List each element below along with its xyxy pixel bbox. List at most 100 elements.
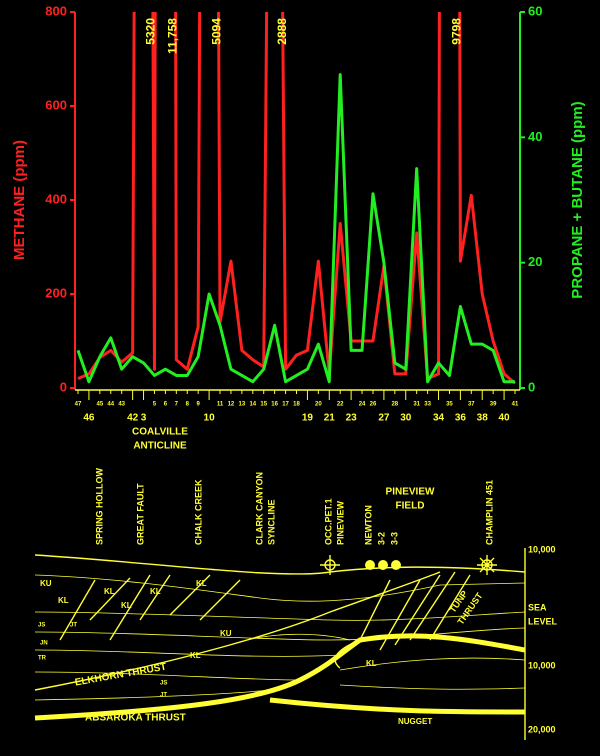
stratum (339, 657, 526, 671)
stratum (34, 671, 301, 681)
well-label: CHALK CREEK (193, 479, 203, 545)
depth-label: 10,000 (528, 544, 556, 554)
x-tick-label: 6 (164, 402, 168, 408)
series-line (76, 73, 515, 384)
stratum (34, 649, 341, 657)
well-label: PINEVIEW (335, 500, 345, 545)
y-tick-label: 400 (45, 191, 67, 206)
x-tick-label: 15 (260, 402, 267, 408)
value-label: 9798 (450, 18, 464, 45)
formation-label: KL (196, 579, 207, 588)
x-tick-label: 18 (293, 402, 300, 408)
y2-tick-label: 40 (528, 129, 542, 144)
stratum (34, 574, 526, 602)
x-tick-label: 37 (468, 402, 475, 408)
annotation: ANTICLINE (133, 441, 187, 452)
plot-area (76, 12, 516, 385)
x-tick-label: 9 (197, 402, 201, 408)
formation-label: KL (150, 587, 161, 596)
thrust (334, 639, 361, 669)
x-tick-label: 19 (302, 413, 314, 424)
well-label: SPRING HOLLOW (94, 467, 104, 545)
y-tick-label: 600 (45, 97, 67, 112)
depth-label: SEA (528, 602, 547, 612)
x-tick-label: 30 (400, 413, 412, 424)
x-tick-label: 10 (204, 413, 216, 424)
y-tick-label: 200 (45, 285, 67, 300)
thrust (269, 697, 526, 715)
field-label: PINEVIEW (386, 487, 435, 498)
value-label: 5094 (209, 18, 223, 45)
field-label: FIELD (396, 501, 425, 512)
formation-label: KL (121, 601, 132, 610)
fault (59, 574, 241, 641)
x-tick-label: 5 (153, 402, 157, 408)
x-tick-label: 16 (271, 402, 278, 408)
x-tick-label: 38 (477, 413, 489, 424)
formation-label: KL (190, 651, 201, 660)
formation-label: TR (38, 656, 47, 662)
x-tick-label: 26 (370, 402, 377, 408)
x-tick-label: 14 (249, 402, 256, 408)
annotation: COALVILLE (132, 427, 188, 438)
formation-label: JS (160, 681, 167, 687)
x-tick-label: 12 (228, 402, 235, 408)
structure-label: ABSAROKA THRUST (85, 713, 186, 724)
x-tick-label: 7 (175, 402, 179, 408)
x-tick-label: 41 (512, 402, 519, 408)
cross-section (34, 548, 526, 740)
x-tick-label: 33 (424, 402, 431, 408)
x-tick-label: 3 (141, 413, 147, 424)
well-label: NEWTON (363, 505, 373, 545)
x-tick-label: 34 (433, 413, 445, 424)
depth-label: 10,000 (528, 660, 556, 670)
formation-label: KL (58, 596, 69, 605)
well-label: SYNCLINE (266, 499, 276, 545)
x-tick-label: 20 (315, 402, 322, 408)
well-label: OCC.PET.1 (323, 498, 333, 545)
well-symbol (365, 560, 375, 570)
well-symbol (391, 560, 401, 570)
formation-label: KU (220, 629, 232, 638)
formation-label: KU (40, 579, 52, 588)
well-symbol (320, 555, 340, 575)
value-label: 11,758 (166, 18, 180, 54)
formation-label: JT (160, 693, 167, 699)
y-tick-label: 800 (45, 3, 67, 18)
x-tick-label: 36 (455, 413, 467, 424)
formation-label: JT (70, 623, 77, 629)
y2-axis-title: PROPANE + BUTANE (ppm) (569, 101, 586, 298)
x-tick-label: 17 (282, 402, 289, 408)
stratum (34, 689, 271, 701)
formation-label: KL (366, 659, 377, 668)
well-label: 3-3 (389, 532, 399, 545)
formation-label: JS (38, 623, 45, 629)
value-label: 5320 (144, 18, 158, 45)
x-tick-label: 35 (446, 402, 453, 408)
depth-label: 20,000 (528, 724, 556, 734)
x-tick-label: 39 (490, 402, 497, 408)
well-symbol (477, 555, 497, 575)
well-symbol (378, 560, 388, 570)
x-tick-label: 42 (127, 413, 139, 424)
x-tick-label: 11 (217, 402, 224, 408)
y-tick-label: 0 (60, 379, 67, 394)
stratum (34, 611, 526, 621)
formation-label: KL (104, 587, 115, 596)
y2-tick-label: 20 (528, 254, 542, 269)
fault (359, 571, 471, 651)
value-label: 2888 (275, 18, 289, 45)
x-tick-label: 47 (75, 402, 82, 408)
x-tick-label: 13 (239, 402, 246, 408)
x-tick-label: 43 (118, 402, 125, 408)
y-axis-title: METHANE (ppm) (11, 140, 28, 260)
x-tick-label: 24 (359, 402, 366, 408)
x-tick-label: 27 (378, 413, 390, 424)
x-tick-label: 46 (83, 413, 95, 424)
x-tick-label: 22 (337, 402, 344, 408)
stratum (339, 684, 526, 690)
stratum (34, 627, 526, 641)
well-label: 3-2 (376, 532, 386, 545)
